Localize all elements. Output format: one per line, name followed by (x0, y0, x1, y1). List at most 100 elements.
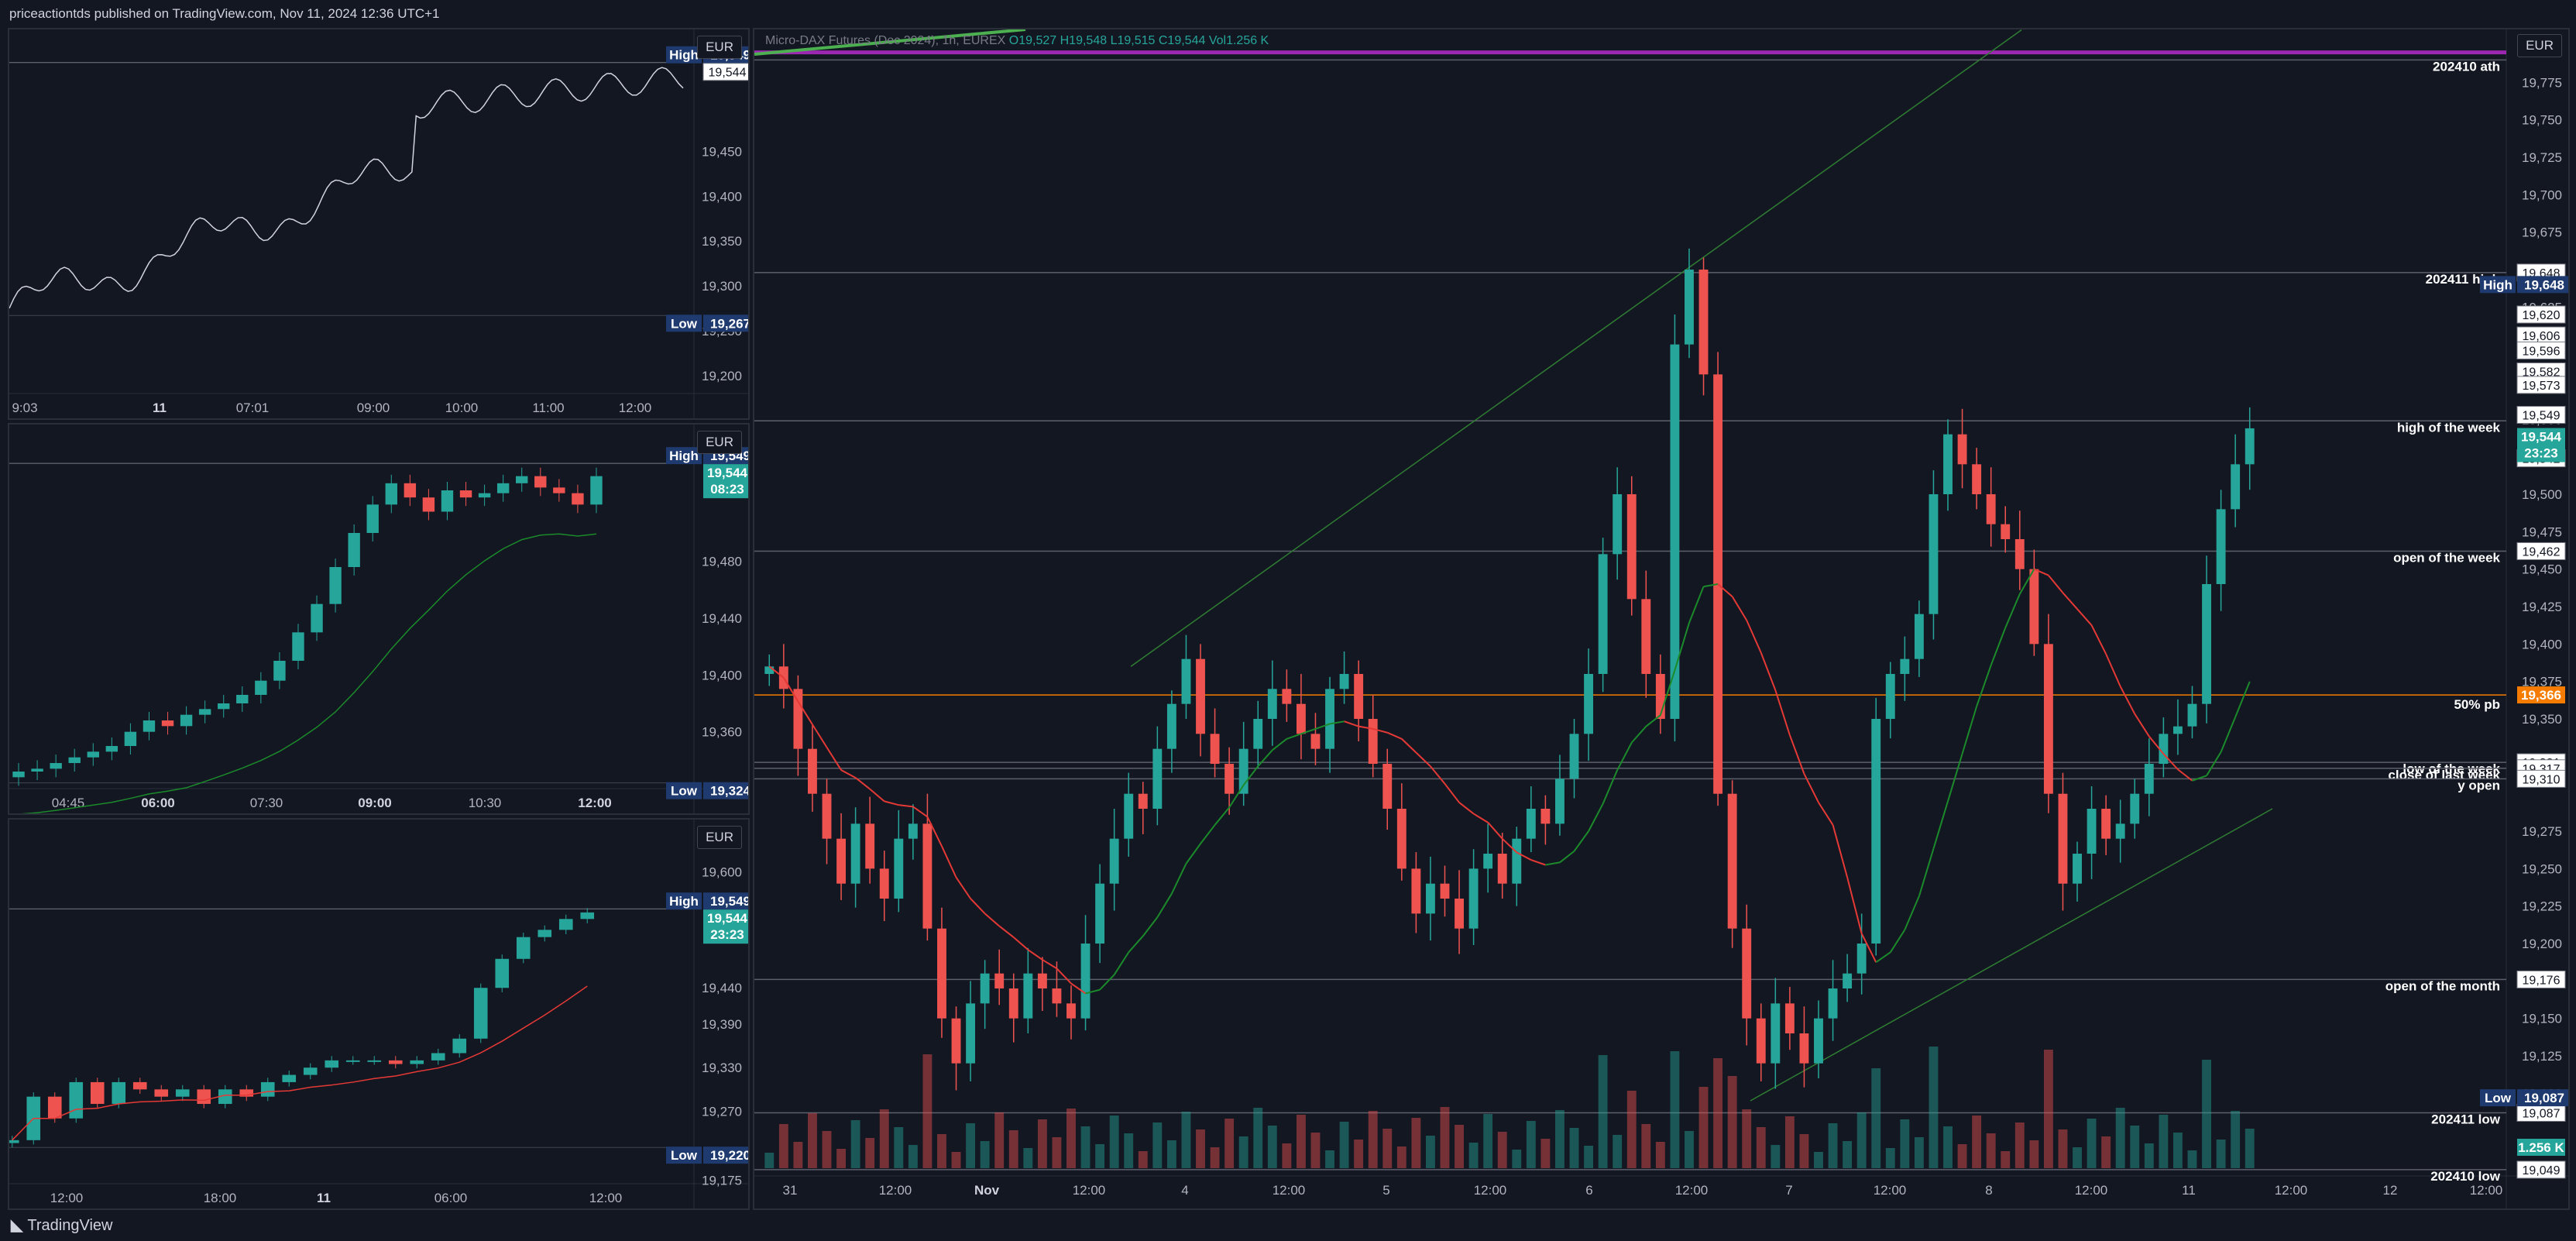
price-tick: 19,200 (2522, 937, 2562, 951)
volume-bar (778, 1124, 788, 1168)
moving-average (1300, 727, 1316, 735)
candle-body (534, 476, 547, 488)
currency-label[interactable]: EUR (697, 826, 742, 849)
volume-badge (2517, 1139, 2565, 1156)
volume-bar (2001, 1151, 2011, 1168)
time-tick: 9:03 (12, 400, 37, 415)
moving-average (1013, 937, 1029, 951)
candle-body (1425, 883, 1435, 914)
countdown: 23:23 (710, 927, 744, 942)
time-tick: 12:00 (1874, 1183, 1907, 1198)
volume-bar (1670, 1051, 1680, 1168)
moving-average (855, 777, 871, 790)
time-tick: 09:00 (357, 400, 390, 415)
moving-average (1760, 652, 1777, 691)
candle-body (558, 919, 573, 930)
price-box-text: 19,310 (2523, 773, 2561, 786)
time-tick: 04:45 (52, 796, 85, 810)
moving-average (2234, 681, 2251, 717)
price-tick: 19,125 (2522, 1049, 2562, 1064)
moving-average (12, 985, 588, 1141)
moving-average (1545, 861, 1561, 866)
currency-label[interactable]: EUR (697, 431, 742, 454)
moving-average (1616, 742, 1633, 771)
volume-bar (1784, 1116, 1795, 1168)
currency-label[interactable]: EUR (697, 36, 742, 59)
candle-body (292, 632, 304, 661)
candle-body (2073, 854, 2082, 884)
moving-average (1286, 733, 1302, 740)
pane2-chart[interactable]: 19,480 19,440 19,400 19,360 04:45 06:00 07:30 0… (9, 425, 750, 815)
candle-body (1641, 599, 1651, 674)
candle-body (273, 661, 286, 681)
candle-body (422, 497, 435, 512)
high-badge (2517, 276, 2568, 294)
volume-bar (1943, 1126, 1953, 1168)
moving-average (1516, 851, 1532, 861)
candle-body (31, 768, 43, 772)
volume-bar (1095, 1144, 1105, 1168)
candle-body (572, 493, 584, 505)
pane1-chart[interactable]: 19,45019,40019,35019,30019,25019,2009:03… (9, 29, 750, 420)
volume-bar (1425, 1136, 1435, 1168)
candle-body (329, 567, 342, 604)
candle-body (69, 1081, 84, 1119)
symbol-legend: Micro-DAX Futures (Dec 2024), 1h, EUREX … (765, 34, 1269, 48)
volume-bar (1957, 1144, 1967, 1168)
candle-body (1382, 764, 1393, 809)
currency-label[interactable]: EUR (2517, 34, 2562, 57)
tradingview-logo-icon[interactable]: ◣ (11, 1217, 23, 1234)
candle-body (68, 757, 81, 763)
time-tick: 8 (1985, 1183, 1992, 1198)
price-tick: 19,400 (2522, 637, 2562, 651)
candle-body (1843, 973, 1853, 988)
low-badge-tag (2480, 1089, 2516, 1107)
volume-bar (1598, 1055, 1608, 1168)
candle-body (1900, 658, 1910, 674)
candle-body (1972, 464, 1982, 494)
candle-body (1238, 748, 1249, 794)
price-tick: 19,350 (702, 234, 742, 249)
price-tick: 19,175 (702, 1173, 742, 1188)
price-box-text: 19,596 (2523, 345, 2561, 358)
candle-body (516, 937, 531, 959)
moving-average (1372, 727, 1388, 734)
time-tick: 31 (783, 1183, 798, 1198)
mini-chart-candles-5m[interactable]: 19,480 19,440 19,400 19,360 04:45 06:00 07:30 0… (8, 423, 750, 815)
pb-box-text: 19,366 (2521, 688, 2561, 703)
volume-bar (937, 1134, 946, 1168)
publish-text: priceactiontds published on TradingView.… (9, 6, 440, 21)
price-tick: 19,150 (2522, 1012, 2562, 1026)
volume-bar (1166, 1140, 1176, 1168)
price-tick: 19,350 (2522, 712, 2562, 727)
candle-body (105, 746, 118, 752)
volume-bar (966, 1123, 976, 1168)
moving-average (1329, 720, 1345, 725)
candle-body (980, 973, 990, 1004)
footer-brand[interactable]: TradingView (27, 1217, 113, 1234)
candle-body (1814, 1018, 1823, 1064)
main-chart[interactable]: 202410 ath 202411 high high of the week ope… (753, 28, 2570, 1210)
candle-body (580, 912, 595, 920)
moving-average (2192, 775, 2207, 782)
volume-bar (1727, 1076, 1737, 1168)
candle-body (2130, 793, 2140, 824)
pane3-chart[interactable]: 19,600 19,440 19,390 19,330 19,270 19,175 12:0… (9, 820, 750, 1210)
moving-average (826, 747, 842, 771)
moving-average (1588, 803, 1604, 832)
candle-body (1152, 748, 1163, 809)
candle-body (2058, 793, 2068, 884)
pb-box (2517, 686, 2565, 704)
candle-body (2001, 524, 2011, 539)
candle-body (865, 823, 875, 869)
time-tick: 06:00 (141, 796, 174, 810)
volume-bar (2245, 1129, 2255, 1168)
time-tick: 12:00 (1073, 1183, 1106, 1198)
candle-body (2014, 539, 2025, 569)
time-tick: 12:00 (619, 400, 652, 415)
candle-body (1698, 270, 1709, 375)
moving-average (1458, 802, 1475, 815)
mini-chart-line[interactable]: 19,45019,40019,35019,30019,25019,2009:03… (8, 28, 750, 420)
mini-chart-candles-1h[interactable]: 19,600 19,440 19,390 19,330 19,270 19,175 12:0… (8, 818, 750, 1210)
